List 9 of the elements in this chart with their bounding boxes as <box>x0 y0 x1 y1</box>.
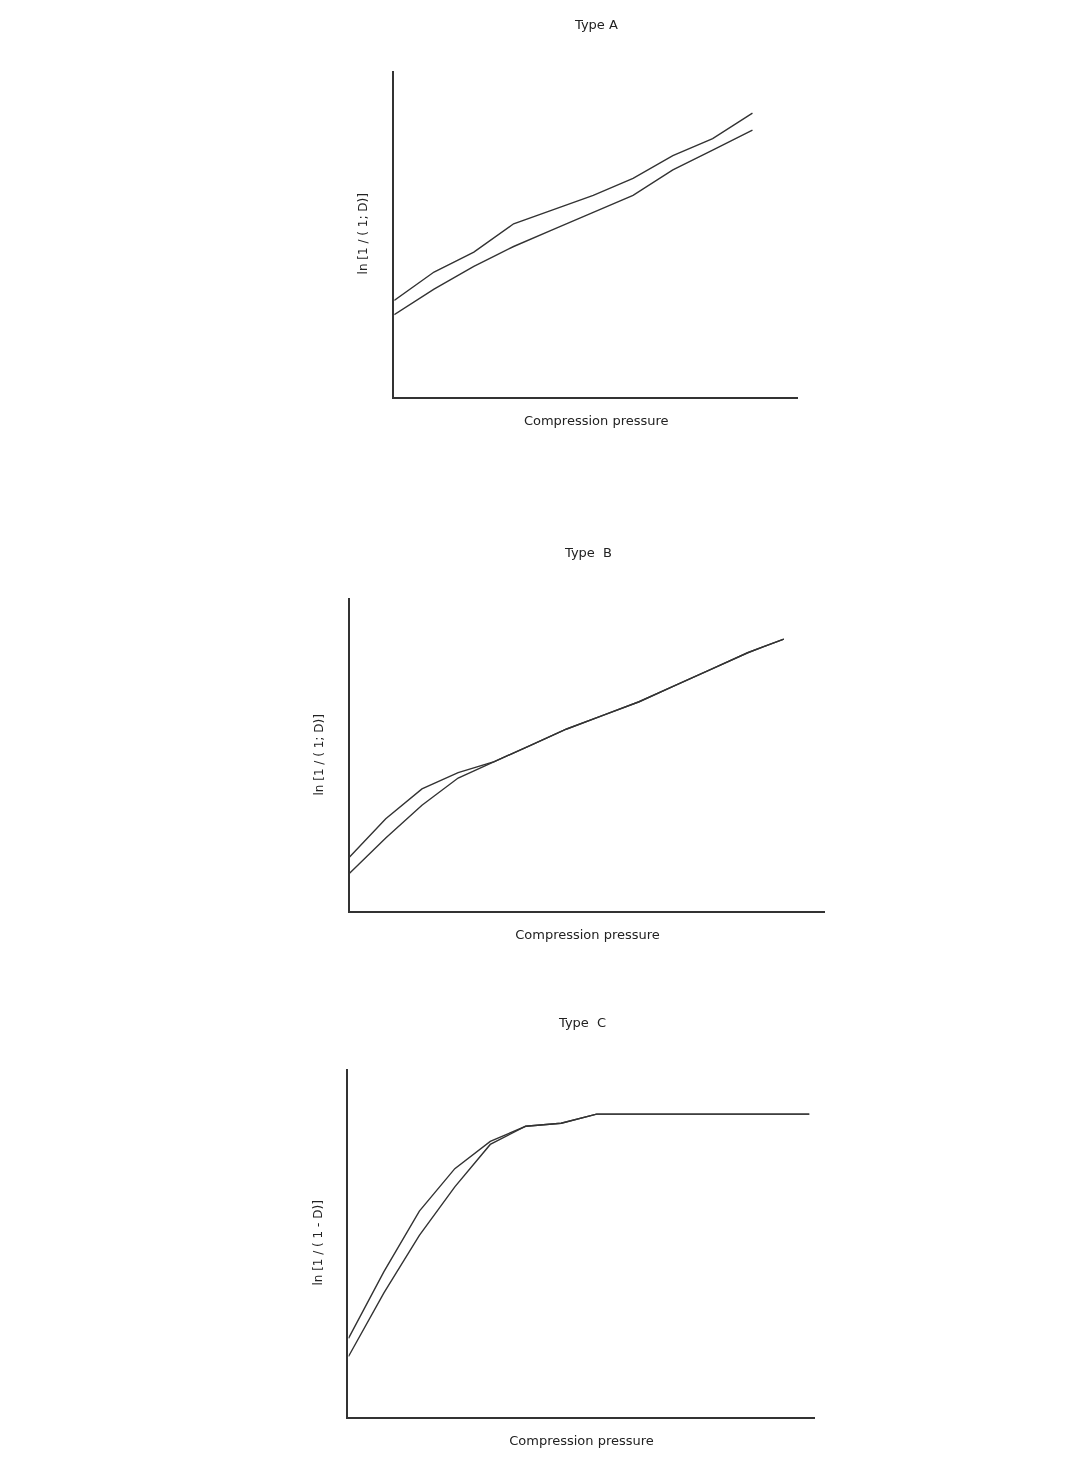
x-axis-title: Compression pressure <box>523 412 669 428</box>
x-axis-title: Compression pressure <box>515 927 660 943</box>
chart-title: Type A <box>574 17 618 32</box>
y-axis-title: ln [1 / ( 1; D)] <box>356 193 371 275</box>
x-axis-title: Compression pressure <box>509 1432 654 1448</box>
y-axis-title: ln [1 / ( 1; D)] <box>311 714 326 796</box>
y-axis-title: ln [1 / ( 1 - D)] <box>310 1200 325 1286</box>
chart-title: Type B <box>564 545 613 560</box>
chart-title: Type C <box>558 1015 607 1030</box>
